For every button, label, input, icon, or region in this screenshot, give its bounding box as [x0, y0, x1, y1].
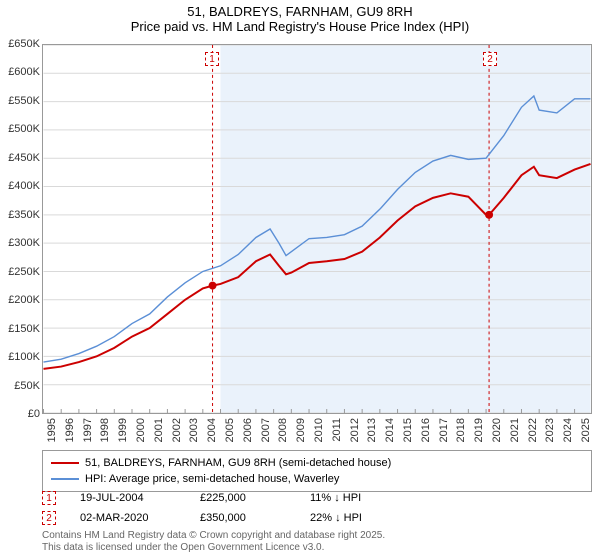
y-axis-label: £200K — [8, 294, 40, 306]
x-axis-label: 2023 — [544, 418, 556, 442]
marker-badge: 2 — [42, 511, 56, 525]
x-axis-label: 2007 — [260, 418, 272, 442]
footnote-line: Contains HM Land Registry data © Crown c… — [42, 530, 592, 542]
event-badge: 1 — [205, 52, 219, 66]
y-axis-label: £0 — [28, 408, 40, 420]
y-axis-label: £300K — [8, 237, 40, 249]
marker-row: 1 19-JUL-2004£225,00011% ↓ HPI — [42, 488, 592, 508]
y-axis-label: £650K — [8, 38, 40, 50]
event-badge: 2 — [483, 52, 497, 66]
marker-badge: 1 — [42, 491, 56, 505]
x-axis-label: 2010 — [313, 418, 325, 442]
y-axis-label: £500K — [8, 123, 40, 135]
chart-subtitle: Price paid vs. HM Land Registry's House … — [0, 19, 600, 34]
x-axis-label: 2018 — [455, 418, 467, 442]
x-axis-label: 2024 — [562, 418, 574, 442]
y-axis-label: £550K — [8, 95, 40, 107]
y-axis-label: £100K — [8, 351, 40, 363]
x-axis-label: 2000 — [135, 418, 147, 442]
x-axis-label: 2006 — [242, 418, 254, 442]
marker-row: 2 02-MAR-2020£350,00022% ↓ HPI — [42, 508, 592, 528]
x-axis-label: 2020 — [491, 418, 503, 442]
footnote-line: This data is licensed under the Open Gov… — [42, 542, 592, 554]
x-axis-label: 2012 — [349, 418, 361, 442]
marker-price: £350,000 — [200, 512, 310, 524]
x-axis-label: 2019 — [473, 418, 485, 442]
legend-item: 51, BALDREYS, FARNHAM, GU9 8RH (semi-det… — [51, 455, 583, 471]
legend-swatch — [51, 478, 79, 479]
marker-date: 19-JUL-2004 — [80, 492, 200, 504]
line-chart — [42, 44, 592, 414]
x-axis-label: 1997 — [82, 418, 94, 442]
x-axis-label: 2015 — [402, 418, 414, 442]
x-axis-label: 2017 — [438, 418, 450, 442]
legend-swatch — [51, 462, 79, 464]
y-axis-label: £450K — [8, 152, 40, 164]
legend-label: 51, BALDREYS, FARNHAM, GU9 8RH (semi-det… — [85, 457, 391, 469]
marker-diff: 11% ↓ HPI — [310, 492, 430, 504]
footnote: Contains HM Land Registry data © Crown c… — [42, 530, 592, 554]
legend: 51, BALDREYS, FARNHAM, GU9 8RH (semi-det… — [42, 450, 592, 492]
x-axis-label: 2022 — [527, 418, 539, 442]
y-axis-label: £250K — [8, 266, 40, 278]
x-axis-label: 2003 — [188, 418, 200, 442]
x-axis-label: 2008 — [277, 418, 289, 442]
x-axis-label: 1998 — [99, 418, 111, 442]
y-axis-label: £350K — [8, 209, 40, 221]
x-axis-label: 1999 — [117, 418, 129, 442]
x-axis-label: 2021 — [509, 418, 521, 442]
legend-label: HPI: Average price, semi-detached house,… — [85, 473, 339, 485]
x-axis-label: 2009 — [295, 418, 307, 442]
x-axis-label: 2014 — [384, 418, 396, 442]
y-axis-label: £400K — [8, 180, 40, 192]
x-axis-label: 1996 — [64, 418, 76, 442]
marker-price: £225,000 — [200, 492, 310, 504]
x-axis-label: 2004 — [206, 418, 218, 442]
chart-title: 51, BALDREYS, FARNHAM, GU9 8RH — [0, 0, 600, 19]
y-axis-label: £600K — [8, 66, 40, 78]
x-axis-label: 2002 — [171, 418, 183, 442]
x-axis-label: 2025 — [580, 418, 592, 442]
y-axis-label: £150K — [8, 323, 40, 335]
marker-diff: 22% ↓ HPI — [310, 512, 430, 524]
y-axis-label: £50K — [14, 380, 40, 392]
x-axis-label: 2013 — [366, 418, 378, 442]
marker-date: 02-MAR-2020 — [80, 512, 200, 524]
x-axis-label: 2011 — [331, 418, 343, 442]
x-axis-label: 2005 — [224, 418, 236, 442]
x-axis-label: 2001 — [153, 418, 165, 442]
x-axis-label: 2016 — [420, 418, 432, 442]
legend-item: HPI: Average price, semi-detached house,… — [51, 471, 583, 487]
chart-area: £0£50K£100K£150K£200K£250K£300K£350K£400… — [42, 44, 592, 414]
markers-table: 1 19-JUL-2004£225,00011% ↓ HPI 2 02-MAR-202… — [42, 488, 592, 528]
x-axis-label: 1995 — [46, 418, 58, 442]
